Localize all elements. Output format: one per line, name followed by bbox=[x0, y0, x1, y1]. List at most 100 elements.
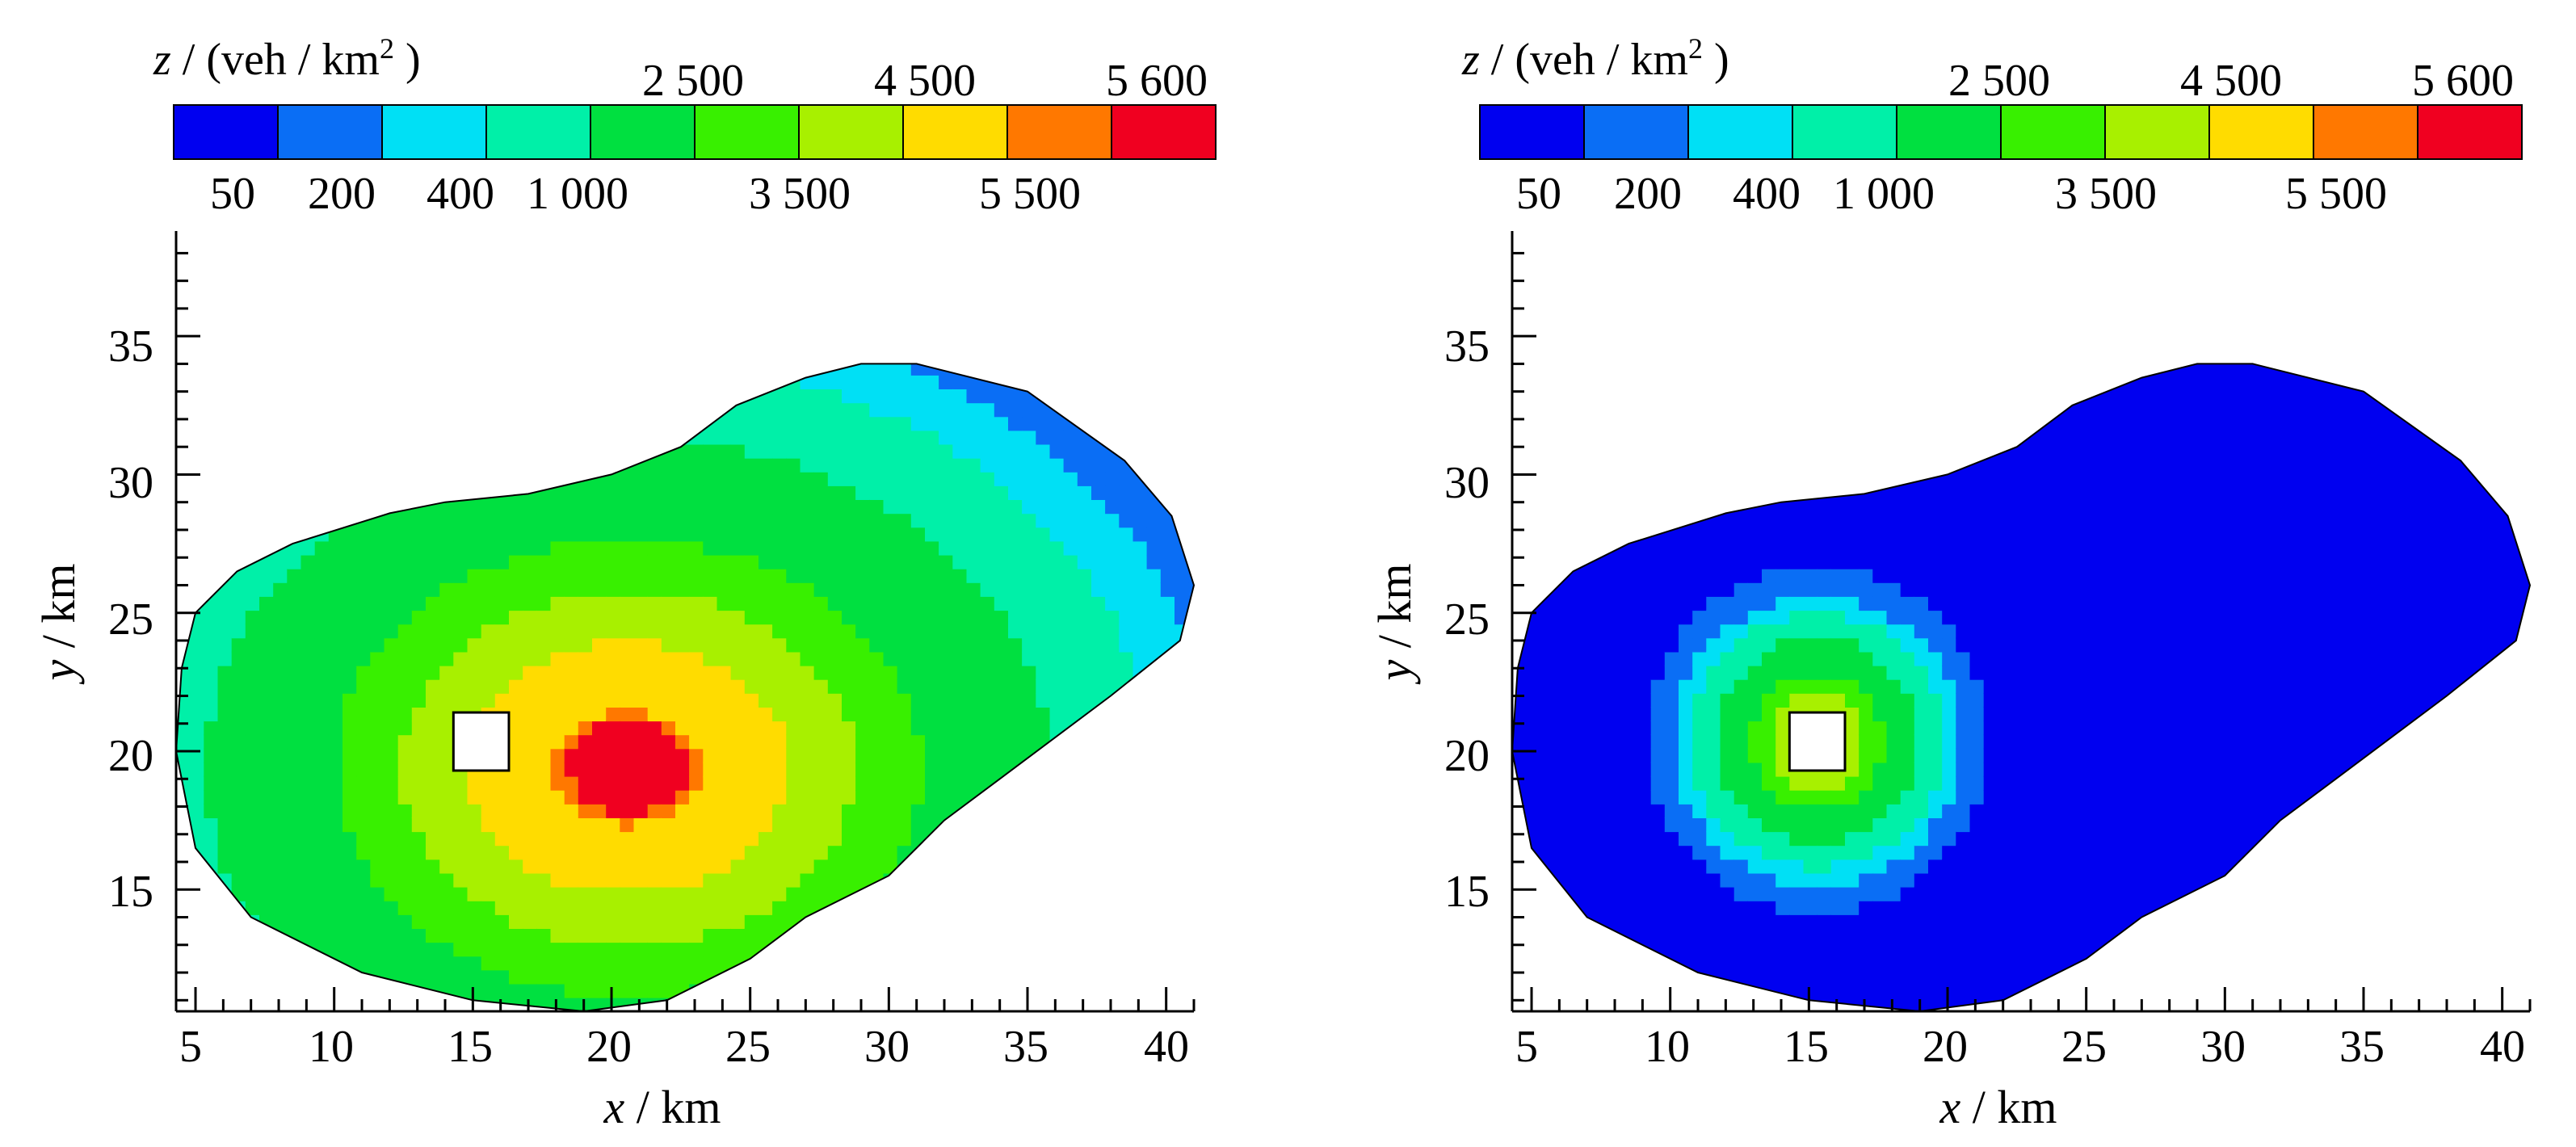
contour-cell bbox=[883, 610, 898, 625]
contour-cell bbox=[1022, 693, 1037, 708]
contour-cell bbox=[259, 956, 274, 971]
contour-cell bbox=[453, 831, 469, 847]
contour-cell bbox=[1091, 513, 1106, 528]
contour-cell bbox=[1526, 320, 1540, 334]
contour-cell bbox=[328, 679, 343, 694]
contour-cell bbox=[204, 264, 218, 279]
contour-cell bbox=[494, 928, 510, 943]
contour-cell bbox=[869, 748, 885, 763]
contour-cell bbox=[648, 334, 662, 348]
contour-cell bbox=[1063, 928, 1078, 943]
contour-cell bbox=[717, 223, 732, 237]
contour-cell bbox=[1036, 540, 1051, 556]
contour-cell bbox=[411, 942, 427, 957]
contour-cell bbox=[786, 278, 801, 292]
contour-cell bbox=[328, 734, 343, 750]
contour-cell bbox=[1091, 748, 1106, 763]
contour-cell bbox=[814, 278, 829, 292]
contour-cell bbox=[980, 707, 995, 722]
contour-cell bbox=[675, 527, 690, 542]
contour-cell bbox=[564, 513, 579, 528]
contour-cell bbox=[1188, 983, 1194, 998]
contour-cell bbox=[1609, 762, 1624, 777]
contour-cell bbox=[259, 278, 274, 292]
contour-cell bbox=[801, 320, 815, 334]
contour-cell bbox=[356, 956, 372, 971]
contour-cell bbox=[550, 762, 565, 777]
contour-cell bbox=[675, 707, 690, 722]
contour-cell bbox=[855, 237, 870, 251]
contour-cell bbox=[1160, 568, 1175, 583]
contour-cell bbox=[759, 693, 773, 708]
contour-cell bbox=[716, 457, 732, 473]
contour-cell bbox=[259, 443, 274, 459]
contour-cell bbox=[966, 651, 981, 666]
contour-cell bbox=[883, 637, 898, 653]
contour-cell bbox=[1637, 997, 1652, 1011]
contour-cell bbox=[1651, 347, 1666, 362]
right-colorbar-title-var: z bbox=[1461, 35, 1480, 85]
contour-cell bbox=[703, 872, 718, 888]
contour-cell bbox=[745, 334, 759, 348]
contour-cell bbox=[1595, 928, 1610, 943]
contour-cell bbox=[1063, 540, 1078, 556]
contour-cell bbox=[1161, 334, 1175, 348]
contour-cell bbox=[1022, 942, 1037, 957]
contour-cell bbox=[481, 942, 496, 957]
contour-cell bbox=[1595, 748, 1610, 763]
contour-cell bbox=[1036, 443, 1051, 459]
contour-cell bbox=[827, 679, 843, 694]
contour-cell bbox=[1063, 651, 1078, 666]
contour-cell bbox=[897, 264, 912, 279]
contour-cell bbox=[1595, 983, 1610, 998]
contour-cell bbox=[925, 568, 939, 583]
left-cb-upper-label: 4 500 bbox=[874, 56, 976, 106]
contour-cell bbox=[536, 942, 552, 957]
contour-cell bbox=[231, 540, 246, 556]
contour-cell bbox=[509, 872, 523, 888]
contour-cell bbox=[1022, 363, 1037, 376]
contour-cell bbox=[1119, 430, 1134, 445]
contour-cell bbox=[1063, 775, 1078, 791]
contour-cell bbox=[689, 485, 704, 500]
contour-cell bbox=[966, 485, 981, 500]
contour-cell bbox=[1160, 430, 1175, 445]
contour-cell bbox=[245, 721, 260, 736]
contour-cell bbox=[1133, 540, 1148, 556]
contour-cell bbox=[204, 223, 218, 237]
contour-cell bbox=[1077, 610, 1092, 625]
contour-cell bbox=[397, 363, 413, 376]
contour-cell bbox=[855, 775, 871, 791]
contour-cell bbox=[813, 845, 829, 860]
contour-cell bbox=[564, 363, 579, 376]
contour-cell bbox=[1049, 375, 1065, 389]
contour-cell bbox=[855, 610, 871, 625]
contour-cell bbox=[509, 568, 523, 583]
contour-cell bbox=[883, 762, 898, 777]
contour-cell bbox=[467, 983, 482, 998]
contour-cell bbox=[550, 665, 565, 680]
contour-cell bbox=[1133, 721, 1148, 736]
contour-cell bbox=[939, 278, 953, 292]
contour-cell bbox=[204, 914, 219, 929]
contour-cell bbox=[536, 334, 551, 348]
contour-cell bbox=[509, 845, 523, 860]
contour-cell bbox=[481, 223, 496, 237]
contour-cell bbox=[759, 775, 773, 791]
contour-cell bbox=[509, 347, 523, 362]
contour-cell bbox=[1526, 707, 1541, 722]
contour-cell bbox=[439, 610, 455, 625]
contour-cell bbox=[426, 334, 440, 348]
contour-cell bbox=[1540, 817, 1555, 833]
contour-cell bbox=[1146, 956, 1162, 971]
contour-cell bbox=[1133, 956, 1148, 971]
contour-cell bbox=[481, 817, 496, 833]
contour-cell bbox=[1175, 485, 1189, 500]
contour-cell bbox=[661, 430, 676, 445]
contour-cell bbox=[523, 956, 538, 971]
contour-cell bbox=[827, 402, 843, 418]
contour-cell bbox=[1595, 886, 1610, 901]
contour-cell bbox=[578, 499, 593, 515]
contour-cell bbox=[1133, 693, 1148, 708]
contour-cell bbox=[730, 775, 746, 791]
